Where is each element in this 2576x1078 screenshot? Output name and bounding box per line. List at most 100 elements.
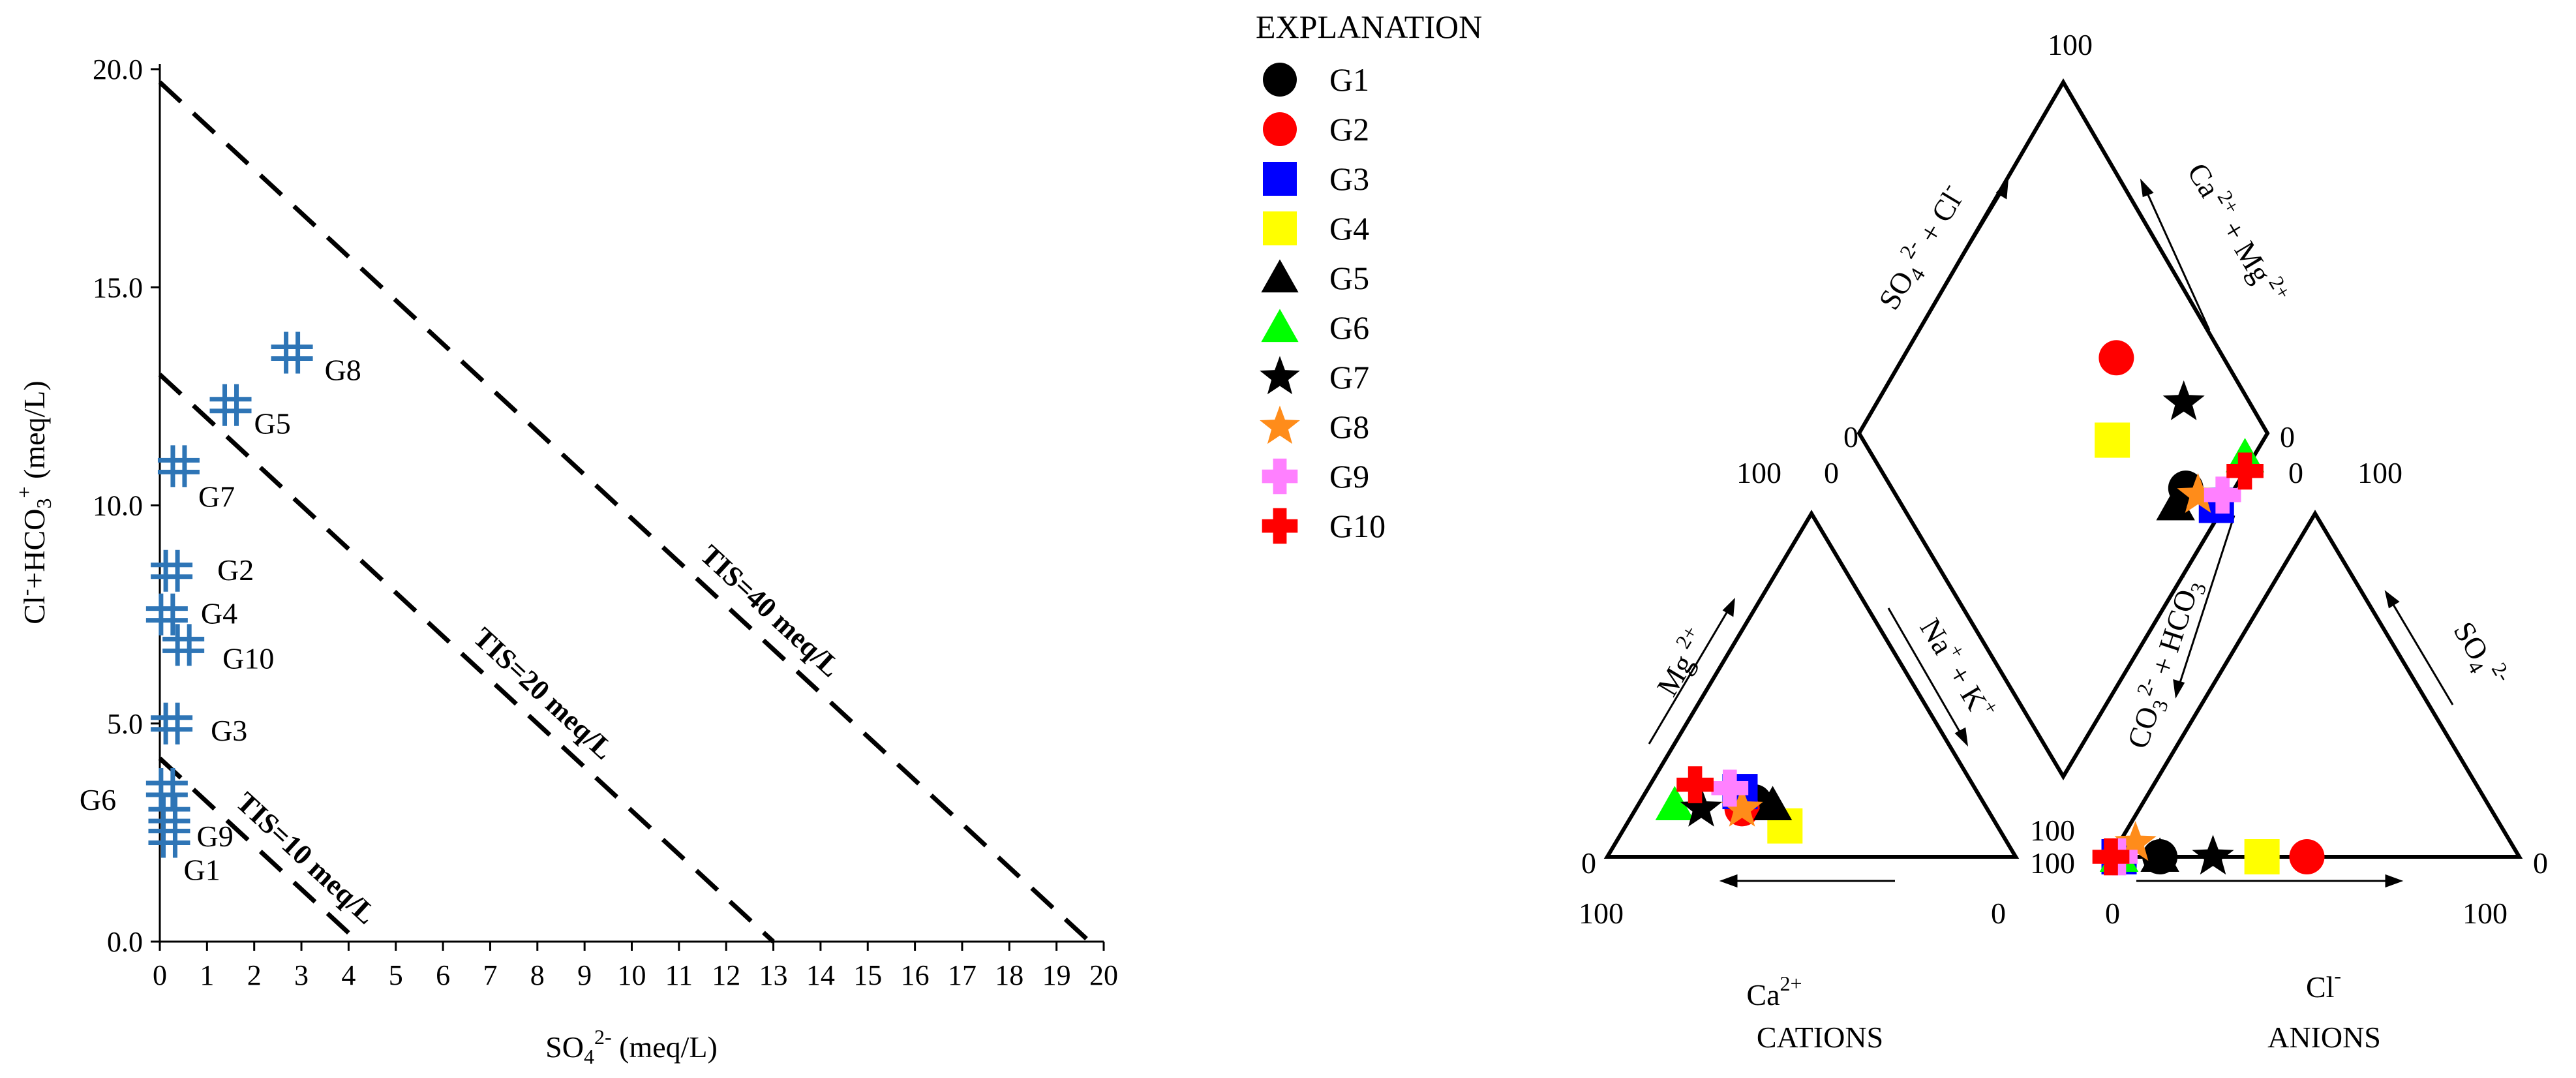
piper-sample-g10 bbox=[1676, 452, 2264, 876]
cation-bottom-label: Ca2+ bbox=[1746, 972, 1802, 1011]
x-tick-label: 5 bbox=[389, 959, 403, 991]
cation-point bbox=[1676, 766, 1714, 803]
legend-item: G4 bbox=[1263, 210, 1369, 247]
cation-point bbox=[1753, 786, 1793, 821]
x-tick-label: 6 bbox=[436, 959, 450, 991]
cation-point bbox=[1721, 786, 1763, 827]
svg-text:0: 0 bbox=[2288, 456, 2303, 489]
legend-marker bbox=[1263, 63, 1297, 97]
svg-text:100: 100 bbox=[1736, 456, 1781, 489]
piper-sample-g4 bbox=[1767, 422, 2280, 874]
legend-item: G5 bbox=[1261, 259, 1369, 296]
x-tick-label: 18 bbox=[995, 959, 1023, 991]
axis-arrows bbox=[1648, 178, 2454, 888]
piper-sample-g5 bbox=[1753, 485, 2195, 872]
x-tick-label: 12 bbox=[712, 959, 740, 991]
x-tick-label: 3 bbox=[294, 959, 309, 991]
legend-item: G1 bbox=[1263, 61, 1369, 98]
x-tick-label: 19 bbox=[1042, 959, 1071, 991]
tis-label: TIS=40 meq/L bbox=[694, 539, 847, 683]
point-marker bbox=[162, 624, 205, 666]
svg-text:0: 0 bbox=[2105, 897, 2120, 930]
legend-label: G9 bbox=[1329, 458, 1369, 495]
legend-marker bbox=[1260, 356, 1300, 395]
x-tick-label: 17 bbox=[948, 959, 977, 991]
tis-label: TIS=10 meq/L bbox=[230, 786, 382, 930]
x-tick-label: 20 bbox=[1089, 959, 1118, 991]
tis-line bbox=[158, 80, 1091, 944]
legend-marker bbox=[1261, 259, 1299, 293]
scatter-point: G4 bbox=[145, 593, 237, 636]
legend-label: G6 bbox=[1329, 309, 1369, 346]
anions-title: ANIONS bbox=[2267, 1021, 2381, 1054]
x-tick-label: 13 bbox=[759, 959, 788, 991]
cation-triangle bbox=[1603, 510, 2020, 859]
x-tick-label: 8 bbox=[530, 959, 545, 991]
point-marker bbox=[148, 816, 190, 858]
tis-line bbox=[158, 373, 775, 944]
anion-right-label: SO42- bbox=[2443, 613, 2516, 696]
diamond-point bbox=[2095, 422, 2130, 458]
y-axis-title: Cl-+HCO3+ (meq/L) bbox=[12, 380, 55, 624]
legend-marker bbox=[1263, 211, 1297, 245]
anion-point bbox=[2192, 835, 2234, 875]
diamond-point bbox=[2162, 380, 2205, 420]
legend-item: G9 bbox=[1262, 458, 1369, 495]
scatter-point: G6 bbox=[80, 768, 188, 816]
scatter-point: G9 bbox=[148, 794, 234, 853]
scatter-point: G7 bbox=[157, 445, 235, 513]
diamond-right-label: Ca2+ + Mg2+ bbox=[2181, 155, 2296, 311]
point-label: G9 bbox=[196, 820, 233, 853]
scatter-point: G8 bbox=[271, 331, 361, 387]
svg-text:100: 100 bbox=[2030, 846, 2075, 880]
legend-marker bbox=[1261, 309, 1299, 343]
svg-text:100: 100 bbox=[2048, 28, 2093, 61]
diamond-point bbox=[2204, 476, 2241, 514]
scatter-chart: 0 1 2 3 4 5 6 7 8 9 10 11 12 13 14 15 16 17 18 19 20 0.05.01… bbox=[12, 54, 1118, 1068]
piper-sample-g2 bbox=[1724, 340, 2325, 874]
svg-text:100: 100 bbox=[2030, 814, 2075, 847]
svg-text:0: 0 bbox=[1824, 456, 1839, 489]
x-tick-label: 16 bbox=[901, 959, 930, 991]
x-tick-label: 2 bbox=[247, 959, 262, 991]
x-tick-label: 7 bbox=[483, 959, 497, 991]
anion-bottom-label: Cl- bbox=[2306, 964, 2341, 1004]
legend-marker bbox=[1262, 508, 1298, 544]
x-tick-label: 4 bbox=[341, 959, 356, 991]
scatter-point: G2 bbox=[151, 549, 254, 592]
legend-label: G7 bbox=[1329, 359, 1369, 395]
svg-text:100: 100 bbox=[1579, 897, 1624, 930]
legend-label: G1 bbox=[1329, 61, 1369, 98]
legend-marker bbox=[1260, 405, 1300, 444]
diamond-point bbox=[2099, 340, 2134, 376]
x-axis-title: SO42- (meq/L) bbox=[545, 1025, 718, 1068]
legend-label: G4 bbox=[1329, 210, 1369, 247]
legend-marker bbox=[1262, 458, 1298, 495]
svg-text:100: 100 bbox=[2462, 897, 2508, 930]
point-label: G4 bbox=[201, 597, 237, 630]
x-tick-label: 0 bbox=[153, 959, 167, 991]
point-label: G6 bbox=[80, 783, 116, 816]
svg-text:0: 0 bbox=[2533, 846, 2548, 880]
piper-diamond bbox=[1856, 78, 2270, 780]
legend-item: G8 bbox=[1260, 405, 1369, 445]
point-label: G1 bbox=[183, 854, 220, 887]
svg-text:0: 0 bbox=[1581, 846, 1596, 880]
legend-label: G5 bbox=[1329, 260, 1369, 296]
y-tick-label: 15.0 bbox=[93, 271, 143, 303]
x-tick-label: 11 bbox=[665, 959, 693, 991]
x-tick-label: 14 bbox=[806, 959, 835, 991]
legend-label: G10 bbox=[1329, 508, 1386, 544]
anion-point bbox=[2092, 838, 2130, 876]
anion-point bbox=[2140, 837, 2179, 872]
svg-text:100: 100 bbox=[2357, 456, 2402, 489]
point-marker bbox=[148, 794, 190, 837]
point-marker bbox=[271, 331, 313, 374]
piper-sample-g8 bbox=[1721, 472, 2219, 861]
point-label: G8 bbox=[325, 354, 361, 387]
scatter-point: G5 bbox=[209, 384, 291, 440]
point-marker bbox=[145, 768, 188, 810]
tis-line bbox=[158, 756, 360, 944]
legend-label: G8 bbox=[1329, 408, 1369, 445]
